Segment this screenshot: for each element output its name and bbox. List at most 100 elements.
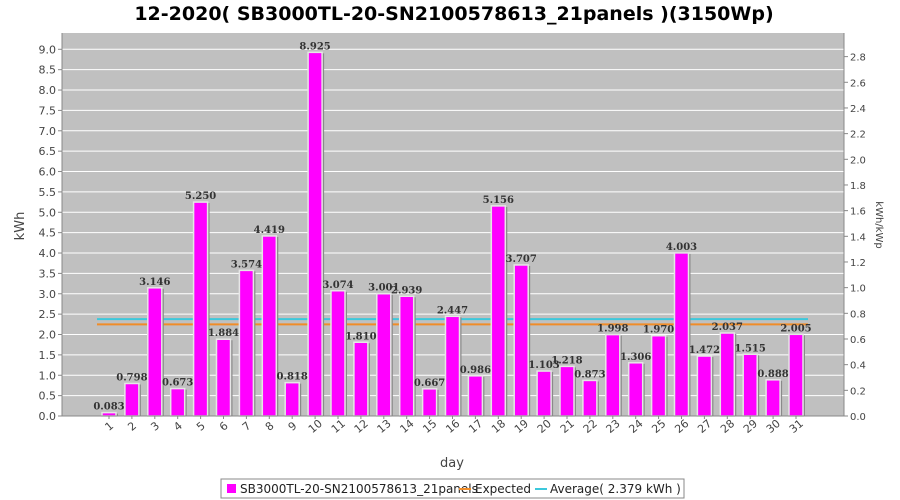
bar-value-label: 4.419 — [254, 225, 285, 236]
right-tick-label: 1.4 — [850, 232, 866, 243]
x-tick-label: 1 — [102, 419, 116, 433]
bar-value-label: 5.250 — [185, 191, 216, 202]
right-tick-label: 2.0 — [850, 155, 866, 166]
x-tick-label: 13 — [375, 417, 394, 436]
bar — [147, 287, 163, 417]
x-tick-label: 22 — [581, 417, 600, 436]
bar-value-label: 1.884 — [208, 328, 239, 339]
x-tick-label: 25 — [649, 417, 668, 436]
bar-value-label: 2.447 — [437, 305, 468, 316]
right-tick-label: 0.8 — [850, 309, 866, 320]
bar-value-label: 0.888 — [757, 369, 788, 380]
bar — [124, 382, 140, 417]
bar — [192, 201, 209, 417]
bar — [582, 379, 598, 417]
y-tick-label: 1.5 — [39, 349, 57, 362]
bar-value-label: 1.472 — [689, 345, 720, 356]
bar-value-label: 3.707 — [506, 254, 537, 265]
right-tick-label: 2.4 — [850, 104, 866, 115]
x-tick-label: 31 — [787, 417, 806, 436]
bar — [513, 264, 529, 417]
y-tick-label: 3.5 — [39, 267, 57, 280]
bar-value-label: 1.515 — [735, 343, 766, 354]
bar — [719, 332, 736, 417]
y-tick-label: 5.0 — [39, 206, 57, 219]
x-tick-label: 30 — [764, 417, 783, 436]
bar — [605, 333, 621, 417]
bar — [376, 292, 392, 417]
bar — [696, 355, 713, 417]
x-tick-label: 12 — [352, 417, 371, 436]
bar-value-label: 0.818 — [277, 372, 308, 383]
y-tick-label: 0.0 — [39, 410, 57, 423]
y-tick-label: 0.5 — [39, 390, 57, 403]
x-tick-label: 9 — [286, 419, 300, 433]
bar — [101, 411, 117, 417]
bar-value-label: 1.218 — [551, 355, 582, 366]
bar-value-label: 3.001 — [368, 283, 399, 294]
bar — [353, 341, 369, 417]
bar — [421, 388, 438, 417]
x-tick-label: 28 — [718, 417, 737, 436]
bar — [742, 353, 758, 417]
y-axis-label: kWh — [13, 212, 28, 241]
legend: SB3000TL-20-SN2100578613_21panels Expect… — [220, 478, 685, 499]
bar — [536, 370, 552, 417]
x-tick-label: 14 — [397, 417, 416, 436]
x-axis-label: day — [440, 456, 464, 471]
x-tick-label: 24 — [626, 417, 645, 436]
x-tick-label: 8 — [263, 419, 277, 433]
y-tick-label: 8.5 — [39, 64, 57, 77]
x-tick-label: 7 — [240, 419, 254, 433]
x-tick-label: 18 — [489, 417, 508, 436]
x-tick-label: 2 — [125, 419, 139, 433]
bar — [307, 51, 323, 417]
bar — [215, 338, 232, 417]
bar-value-label: 0.673 — [162, 378, 193, 389]
bar — [490, 205, 507, 417]
bar-value-label: 4.003 — [666, 242, 697, 253]
bar-value-label: 0.083 — [93, 402, 124, 413]
x-tick-label: 27 — [695, 417, 714, 436]
bar-value-label: 0.667 — [414, 378, 445, 389]
y-tick-label: 5.5 — [39, 186, 57, 199]
legend-label-expected: Expected — [475, 482, 531, 496]
bar-value-label: 3.574 — [231, 259, 262, 270]
legend-swatch-production — [227, 484, 236, 493]
bar — [650, 334, 667, 417]
grid — [62, 48, 844, 397]
bar — [330, 290, 346, 417]
bar — [627, 362, 644, 417]
x-tick-label: 11 — [329, 417, 348, 436]
bar — [169, 387, 186, 417]
y-tick-label: 4.0 — [39, 247, 57, 260]
legend-box — [220, 478, 685, 499]
x-tick-label: 15 — [420, 417, 439, 436]
bar-value-label: 0.873 — [574, 369, 605, 380]
bar-value-label: 8.925 — [299, 41, 330, 52]
x-tick-label: 6 — [217, 419, 231, 433]
right-tick-label: 2.2 — [850, 130, 866, 141]
bar — [398, 295, 415, 417]
legend-label-average: Average( 2.379 kWh ) — [550, 482, 681, 496]
x-tick-label: 16 — [443, 417, 462, 436]
bar-value-label: 1.306 — [620, 352, 651, 363]
y-tick-label: 6.5 — [39, 145, 57, 158]
right-axis-ticks: 0.0 0.2 0.4 0.6 0.8 1.0 1.2 1.4 1.6 1.8 2.0 2.2 2.4 2… — [844, 53, 866, 423]
right-tick-label: 0.0 — [850, 412, 866, 423]
x-tick-label: 26 — [672, 417, 691, 436]
y-tick-label: 7.0 — [39, 125, 57, 138]
right-tick-label: 1.6 — [850, 207, 866, 218]
x-tick-label: 5 — [194, 419, 208, 433]
bar — [238, 269, 255, 417]
x-tick-label: 21 — [558, 417, 577, 436]
bar-value-label: 1.970 — [643, 325, 674, 336]
right-tick-label: 2.8 — [850, 53, 866, 64]
right-tick-label: 1.2 — [850, 258, 866, 269]
y-tick-label: 8.0 — [39, 84, 57, 97]
bar-value-label: 0.798 — [116, 372, 147, 383]
bar-value-label: 3.146 — [139, 277, 170, 288]
right-tick-label: 2.6 — [850, 78, 866, 89]
x-tick-label: 4 — [171, 419, 185, 433]
